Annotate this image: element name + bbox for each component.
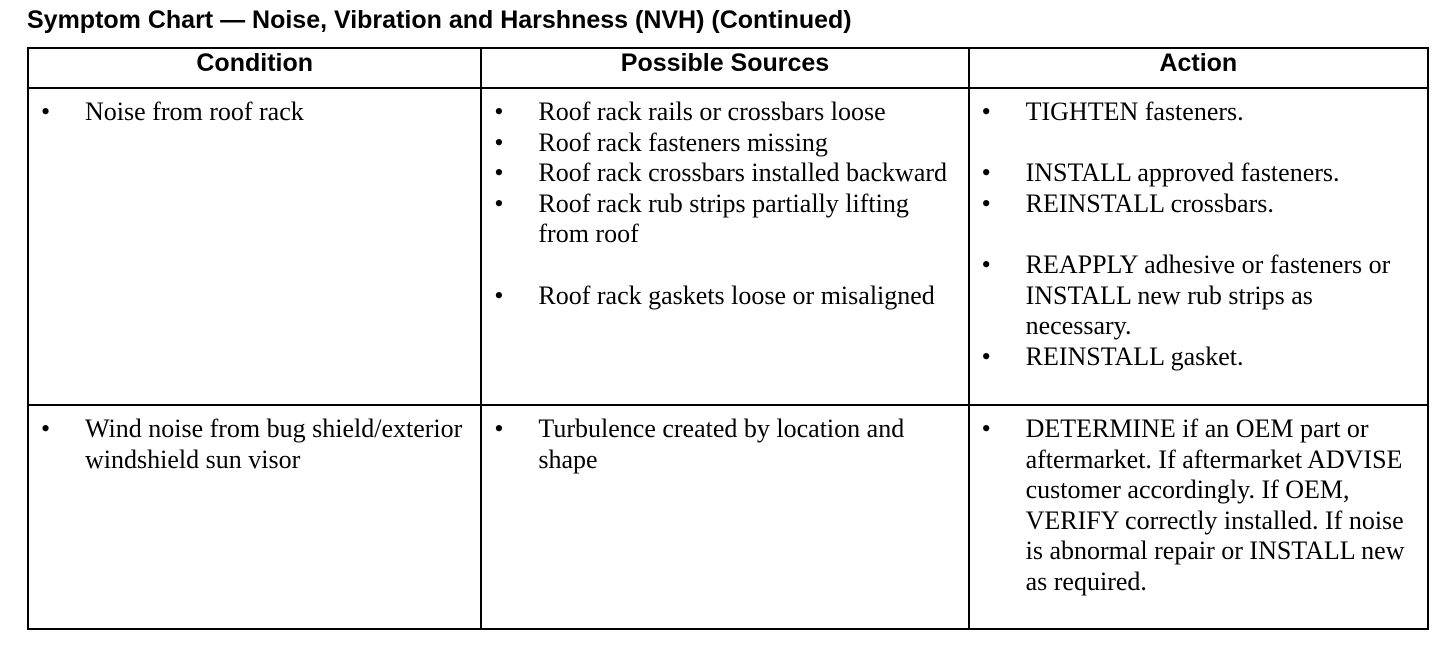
bullet-icon: • <box>494 158 504 188</box>
list-item: • Wind noise from bug shield/exterior win… <box>39 414 470 475</box>
bullet-icon: • <box>981 188 991 218</box>
condition-cell: • Wind noise from bug shield/exterior win… <box>26 404 483 630</box>
action-text: DETERMINE if an OEM part or aftermarket.… <box>1025 414 1405 596</box>
list-item: • REINSTALL gasket. <box>980 342 1417 373</box>
source-text: Roof rack fasteners missing <box>538 127 828 157</box>
condition-text: Noise from roof rack <box>85 97 304 126</box>
action-text: INSTALL approved fasteners. <box>1025 158 1340 188</box>
list-item: • TIGHTEN fasteners. <box>980 97 1417 128</box>
condition-text: Wind noise from bug shield/exterior wind… <box>85 414 463 474</box>
header-action: Action <box>967 47 1430 89</box>
condition-cell: • Noise from roof rack <box>26 87 483 406</box>
table-row: • Noise from roof rack • Roof rack rails o… <box>26 87 1430 406</box>
list-item: • Roof rack gaskets loose or misaligned <box>492 281 957 312</box>
source-text: Roof rack gaskets loose or misaligned <box>538 280 935 310</box>
bullet-icon: • <box>41 97 51 126</box>
list-item: • Roof rack rub strips partially lifting … <box>492 189 957 250</box>
bullet-icon: • <box>494 280 504 310</box>
bullet-icon: • <box>981 249 991 279</box>
bullet-icon: • <box>41 414 51 443</box>
page-title: Symptom Chart — Noise, Vibration and Har… <box>27 6 852 34</box>
source-text: Turbulence created by location and shape <box>538 414 905 474</box>
table-header-row: Condition Possible Sources Action <box>26 47 1430 89</box>
list-item: • REAPPLY adhesive or fasteners or INSTAL… <box>980 250 1417 342</box>
bullet-icon: • <box>494 127 504 157</box>
source-text: Roof rack rails or crossbars loose <box>538 97 886 126</box>
list-item: • Turbulence created by location and shap… <box>492 414 957 475</box>
list-item: • Roof rack crossbars installed backward <box>492 158 957 189</box>
symptom-chart-table: Condition Possible Sources Action • Noise… <box>26 47 1430 630</box>
list-item: • REINSTALL crossbars. <box>980 189 1417 220</box>
source-text: Roof rack crossbars installed backward <box>538 158 948 188</box>
bullet-icon: • <box>981 414 991 443</box>
action-cell: • DETERMINE if an OEM part or aftermarket… <box>967 404 1430 630</box>
bullet-icon: • <box>494 188 504 218</box>
action-text: REINSTALL gasket. <box>1025 341 1244 371</box>
header-condition: Condition <box>26 47 483 89</box>
header-possible-sources: Possible Sources <box>480 47 970 89</box>
bullet-icon: • <box>981 158 991 188</box>
list-item: • Roof rack fasteners missing <box>492 128 957 159</box>
action-text: TIGHTEN fasteners. <box>1025 97 1244 126</box>
bullet-icon: • <box>494 97 504 126</box>
source-text: Roof rack rub strips partially lifting f… <box>538 188 909 249</box>
sources-cell: • Roof rack rails or crossbars loose • Roo… <box>480 87 970 406</box>
bullet-icon: • <box>981 341 991 371</box>
table-row: • Wind noise from bug shield/exterior win… <box>26 404 1430 630</box>
bullet-icon: • <box>981 97 991 126</box>
action-text: REINSTALL crossbars. <box>1025 188 1274 218</box>
list-item: • INSTALL approved fasteners. <box>980 158 1417 189</box>
bullet-icon: • <box>494 414 504 443</box>
list-item: • DETERMINE if an OEM part or aftermarket… <box>980 414 1417 598</box>
list-item: • Roof rack rails or crossbars loose <box>492 97 957 128</box>
action-text: REAPPLY adhesive or fasteners or INSTALL… <box>1025 249 1391 341</box>
list-item: • Noise from roof rack <box>39 97 470 128</box>
sources-cell: • Turbulence created by location and shap… <box>480 404 970 630</box>
action-cell: • TIGHTEN fasteners. • INSTALL approved fa… <box>967 87 1430 406</box>
